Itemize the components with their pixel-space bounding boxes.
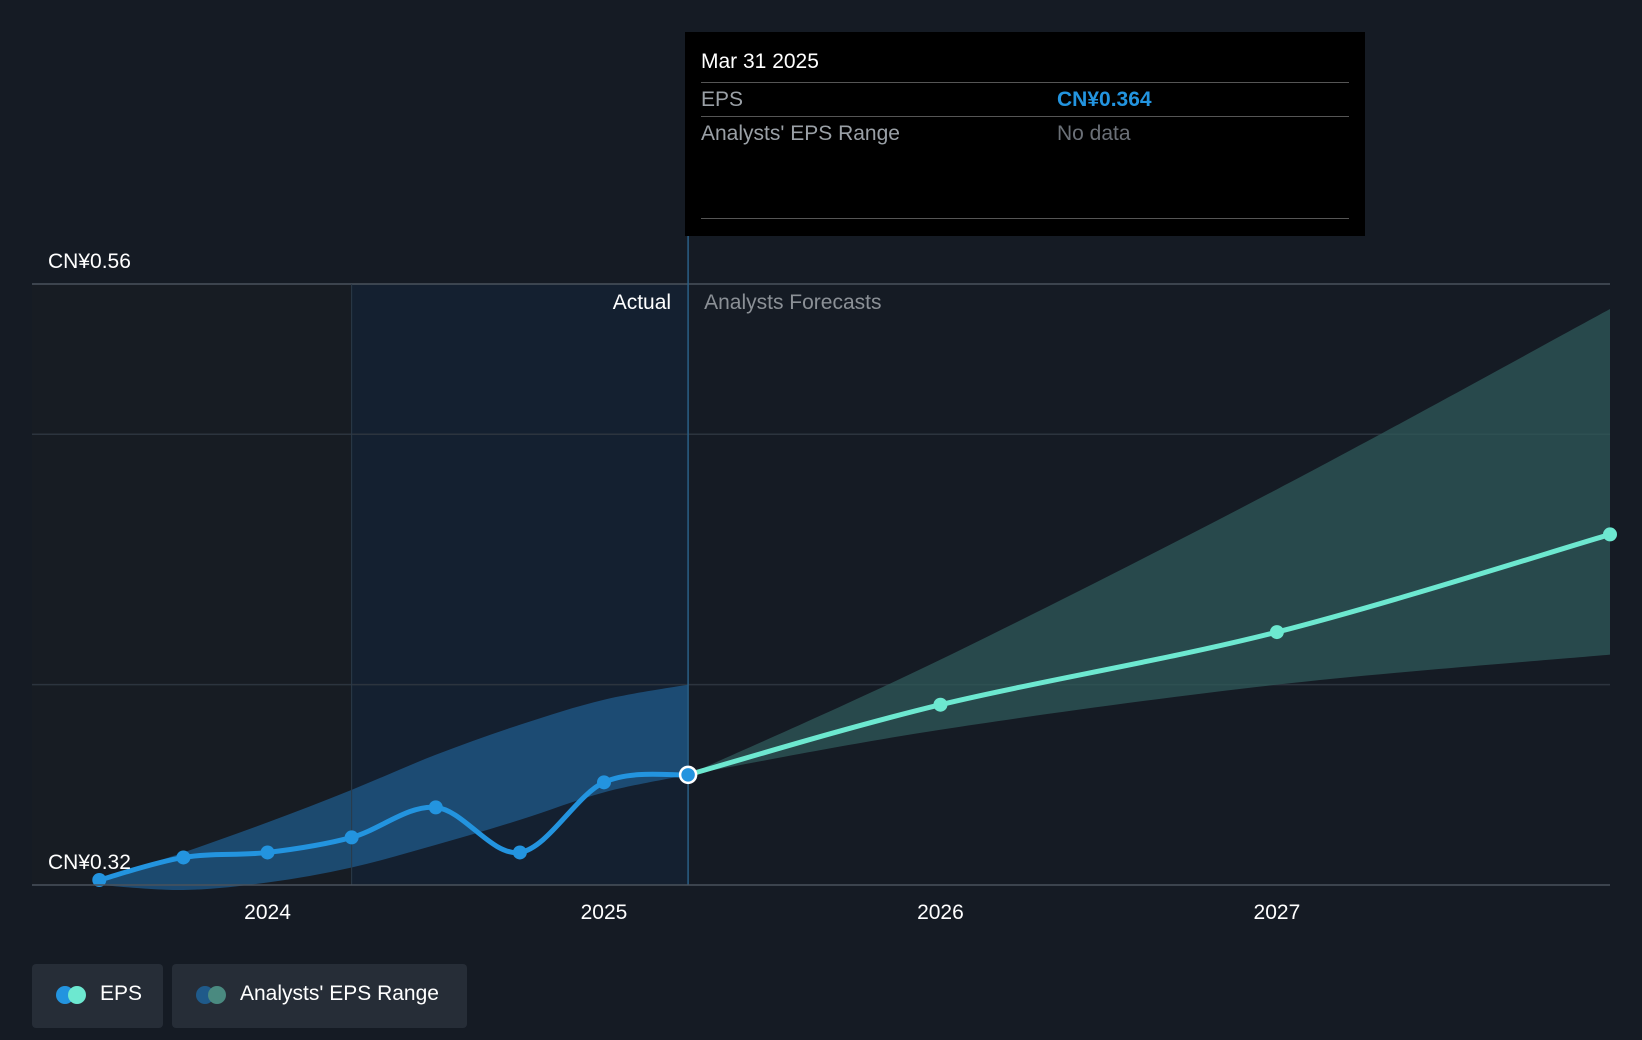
legend-item-eps[interactable]: EPS — [32, 964, 163, 1028]
eps-chart: Actual Analysts Forecasts 2024 2025 2026 20… — [32, 236, 1617, 924]
data-points — [92, 527, 1617, 887]
forecast-eps-line — [685, 531, 1613, 778]
eps-actual-point — [512, 845, 527, 860]
x-tick-label: 2025 — [581, 901, 628, 924]
forecast-label: Analysts Forecasts — [704, 291, 881, 314]
tooltip-eps-value: CN¥0.364 — [1057, 88, 1152, 111]
x-tick-label: 2024 — [244, 901, 291, 924]
legend-eps-label: EPS — [100, 982, 143, 1005]
legend-item-eps-range[interactable]: Analysts' EPS Range — [172, 964, 467, 1028]
tooltip-eps-row: EPS CN¥0.364 — [701, 82, 1349, 117]
tooltip-divider — [701, 218, 1349, 219]
actual-eps-line — [96, 771, 691, 883]
x-tick-label: 2026 — [917, 901, 964, 924]
actual-label: Actual — [613, 291, 671, 314]
x-tick-label: 2027 — [1254, 901, 1301, 924]
tooltip-range-row: Analysts' EPS Range No data — [701, 116, 1349, 151]
axes: 2024 2025 2026 2027 CN¥0.56 CN¥0.32 — [32, 250, 1610, 924]
eps-actual-point — [92, 872, 107, 887]
eps-forecast-point — [1603, 527, 1617, 542]
eps-actual-point — [260, 845, 275, 860]
eps-range-legend-icon — [196, 986, 230, 1004]
eps-forecast-point — [933, 697, 948, 712]
eps-actual-point — [344, 830, 359, 845]
eps-forecast-point — [1269, 625, 1284, 640]
eps-actual-point — [596, 775, 611, 790]
legend-range-label: Analysts' EPS Range — [240, 982, 439, 1005]
eps-legend-icon — [56, 986, 90, 1004]
pre-actual-shade — [32, 284, 352, 885]
actual-eps-range-band — [99, 684, 689, 891]
highlighted-eps-point — [678, 765, 698, 785]
forecast-eps-range-band — [688, 309, 1610, 775]
y-axis-label: CN¥0.32 — [48, 851, 131, 874]
tooltip-range-label: Analysts' EPS Range — [701, 122, 900, 145]
eps-actual-point — [428, 800, 443, 815]
tooltip-eps-label: EPS — [701, 88, 744, 111]
hover-tooltip: Mar 31 2025 EPS CN¥0.364 Analysts' EPS R… — [685, 32, 1365, 236]
eps-actual-point — [176, 850, 191, 865]
tooltip-range-value: No data — [1057, 122, 1131, 145]
gridlines — [32, 283, 1610, 686]
y-axis-label: CN¥0.56 — [48, 250, 131, 273]
tooltip-date: Mar 31 2025 — [701, 50, 819, 73]
